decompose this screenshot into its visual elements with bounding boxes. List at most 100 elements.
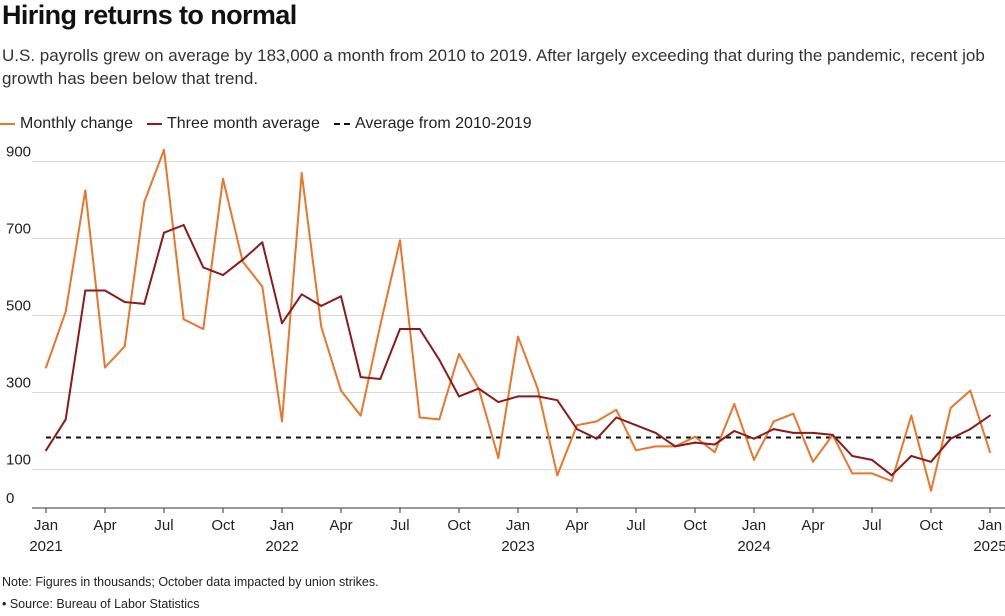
data-point-three-month-average-41: [851, 455, 854, 458]
data-point-three-month-average-45: [930, 460, 932, 463]
data-point-monthly-change-29: [615, 408, 618, 411]
data-point-monthly-change-11: [261, 285, 264, 288]
data-point-three-month-average-40: [831, 433, 834, 436]
x-tick-label-39: Apr: [801, 517, 824, 534]
data-point-monthly-change-3: [104, 366, 106, 369]
data-point-three-month-average-15: [340, 295, 342, 298]
data-point-three-month-average-3: [104, 289, 106, 292]
data-point-three-month-average-24: [517, 395, 519, 398]
data-point-three-month-average-33: [694, 441, 696, 444]
data-point-three-month-average-30: [635, 424, 637, 427]
data-point-three-month-average-14: [320, 304, 323, 307]
x-tick-label-30: Jul: [626, 517, 645, 534]
data-point-monthly-change-18: [399, 239, 401, 242]
data-point-three-month-average-9: [222, 274, 224, 277]
data-point-three-month-average-17: [379, 378, 382, 381]
legend-item-baseline: Average from 2010-2019: [333, 115, 532, 133]
data-point-three-month-average-25: [536, 395, 539, 398]
x-tick-label-27: Apr: [565, 517, 588, 534]
data-point-three-month-average-13: [300, 293, 303, 296]
data-point-three-month-average-43: [890, 474, 893, 477]
series-line-monthly-change: [45, 148, 991, 492]
data-point-three-month-average-11: [261, 241, 264, 244]
data-point-monthly-change-46: [949, 406, 952, 409]
x-tick-label-6: Jul: [154, 517, 173, 534]
data-point-three-month-average-35: [733, 430, 736, 432]
data-point-three-month-average-32: [674, 445, 677, 448]
chart-source: • Source: Bureau of Labor Statistics: [2, 597, 200, 611]
data-point-three-month-average-8: [202, 266, 205, 269]
chart-title: Hiring returns to normal: [2, 0, 297, 30]
data-point-three-month-average-1: [64, 418, 67, 421]
data-point-monthly-change-4: [123, 345, 126, 348]
data-point-monthly-change-5: [143, 200, 146, 203]
data-point-monthly-change-34: [713, 451, 716, 454]
data-point-three-month-average-22: [477, 387, 480, 390]
data-point-monthly-change-30: [635, 449, 637, 452]
y-tick-label-0: 0: [6, 490, 14, 507]
data-point-three-month-average-29: [615, 416, 618, 419]
x-tick-label-0: Jan: [34, 517, 58, 534]
x-tick-label-9: Oct: [211, 517, 235, 534]
data-point-three-month-average-21: [458, 395, 460, 398]
data-point-three-month-average-47: [969, 428, 972, 431]
data-point-monthly-change-7: [182, 318, 185, 321]
data-point-three-month-average-34: [713, 443, 716, 446]
data-point-monthly-change-28: [595, 420, 598, 423]
data-point-three-month-average-6: [163, 231, 165, 234]
data-point-three-month-average-46: [949, 437, 952, 440]
data-point-three-month-average-7: [182, 224, 185, 227]
data-point-three-month-average-4: [123, 301, 126, 304]
data-point-three-month-average-38: [792, 431, 795, 434]
data-point-monthly-change-25: [536, 387, 539, 390]
x-tick-label-24: Jan: [506, 517, 530, 534]
legend-swatch-baseline: [333, 123, 350, 125]
x-tick-label-12: Jan: [270, 517, 294, 534]
data-point-three-month-average-27: [576, 428, 578, 431]
data-point-monthly-change-27: [576, 424, 578, 427]
data-point-monthly-change-33: [694, 435, 696, 438]
data-point-monthly-change-43: [890, 480, 893, 483]
data-point-three-month-average-44: [910, 455, 913, 458]
legend-label-baseline: Average from 2010-2019: [354, 115, 532, 132]
data-point-monthly-change-31: [654, 445, 657, 448]
x-tick-label-33: Oct: [683, 517, 707, 534]
data-point-monthly-change-48: [989, 451, 991, 454]
data-point-monthly-change-2: [84, 189, 87, 192]
legend-item-avg: Three month average: [146, 115, 320, 133]
data-point-three-month-average-23: [497, 401, 500, 404]
data-point-three-month-average-5: [143, 302, 146, 305]
chart-subtitle: U.S. payrolls grew on average by 183,000…: [2, 46, 985, 88]
legend: Monthly change Three month average Avera…: [0, 114, 546, 134]
data-point-monthly-change-9: [222, 177, 224, 180]
data-point-monthly-change-24: [517, 335, 519, 338]
data-point-three-month-average-12: [281, 322, 283, 325]
y-tick-label-100: 100: [6, 452, 31, 469]
data-point-monthly-change-47: [969, 389, 972, 392]
data-point-three-month-average-2: [84, 289, 87, 292]
data-point-monthly-change-17: [379, 324, 382, 327]
data-point-monthly-change-13: [300, 172, 303, 175]
data-point-monthly-change-8: [202, 327, 205, 330]
data-point-monthly-change-38: [792, 412, 795, 415]
data-point-monthly-change-6: [163, 148, 165, 151]
x-tick-label-42: Jul: [862, 517, 881, 534]
x-tick-label-18: Jul: [390, 517, 409, 534]
data-point-monthly-change-35: [733, 403, 736, 406]
data-point-three-month-average-26: [556, 399, 559, 402]
data-point-monthly-change-41: [851, 472, 854, 475]
data-point-three-month-average-18: [399, 327, 401, 330]
data-point-three-month-average-19: [418, 327, 421, 330]
data-point-three-month-average-48: [989, 414, 991, 417]
line-chart: 0 100 300 500 700 900 Jan 2021 Apr Jul Oct Jan 2022 A…: [6, 144, 1005, 555]
x-year-label-0: 2021: [29, 538, 62, 555]
data-point-three-month-average-16: [359, 376, 362, 379]
data-point-three-month-average-28: [595, 437, 598, 440]
x-tick-label-21: Oct: [447, 517, 471, 534]
y-tick-label-500: 500: [6, 298, 31, 315]
x-tick-label-45: Oct: [919, 517, 943, 534]
data-point-monthly-change-36: [753, 458, 755, 461]
data-point-monthly-change-45: [930, 489, 932, 492]
legend-swatch-avg: [146, 123, 162, 125]
data-point-monthly-change-19: [418, 416, 421, 419]
